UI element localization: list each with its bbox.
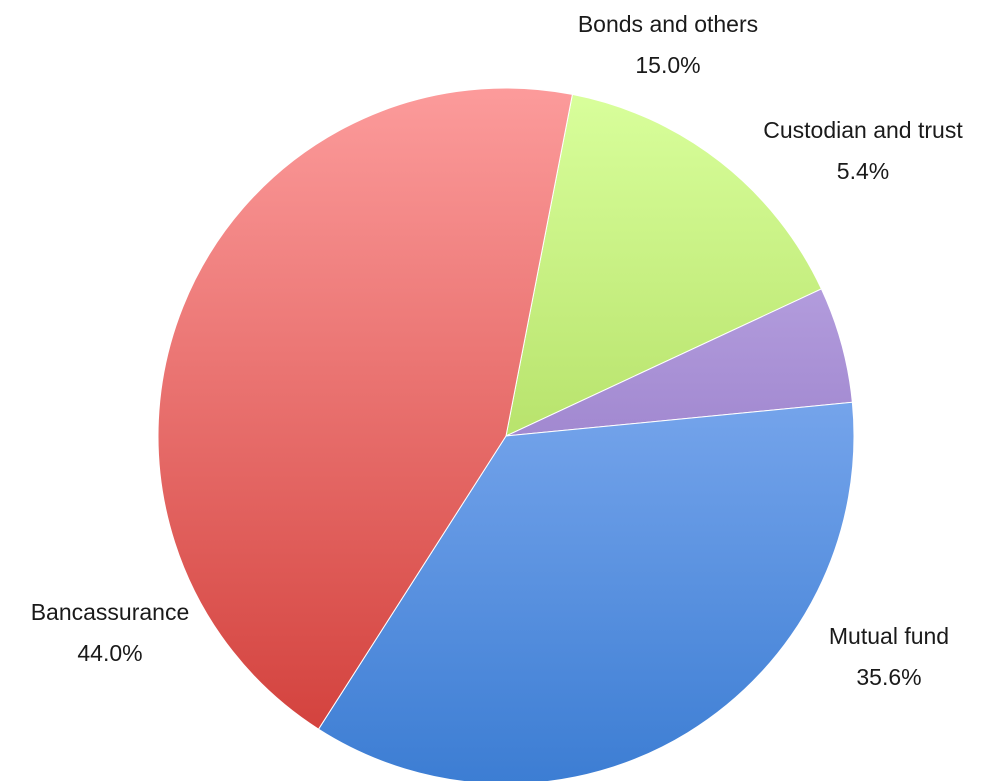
pie-slice-bancassurance bbox=[157, 87, 573, 730]
pie-slices bbox=[157, 87, 855, 781]
pie-slice-mutual-fund bbox=[317, 401, 855, 781]
slice-label-name: Mutual fund bbox=[828, 623, 950, 649]
slice-label-name: Bonds and others bbox=[577, 11, 759, 37]
label-mutual-fund: Mutual fund 35.6% bbox=[804, 616, 974, 698]
slice-label-name: Custodian and trust bbox=[763, 117, 963, 143]
label-bancassurance: Bancassurance 44.0% bbox=[0, 592, 220, 674]
slice-label-value: 44.0% bbox=[77, 640, 143, 666]
label-custodian-and-trust: Custodian and trust 5.4% bbox=[758, 110, 968, 192]
pie-slice-bonds-and-others bbox=[505, 93, 823, 437]
slice-label-value: 35.6% bbox=[856, 664, 922, 690]
label-bonds-and-others: Bonds and others 15.0% bbox=[548, 4, 788, 86]
slice-label-value: 5.4% bbox=[836, 158, 890, 184]
slice-label-name: Bancassurance bbox=[30, 599, 190, 625]
slice-label-value: 15.0% bbox=[635, 52, 701, 78]
